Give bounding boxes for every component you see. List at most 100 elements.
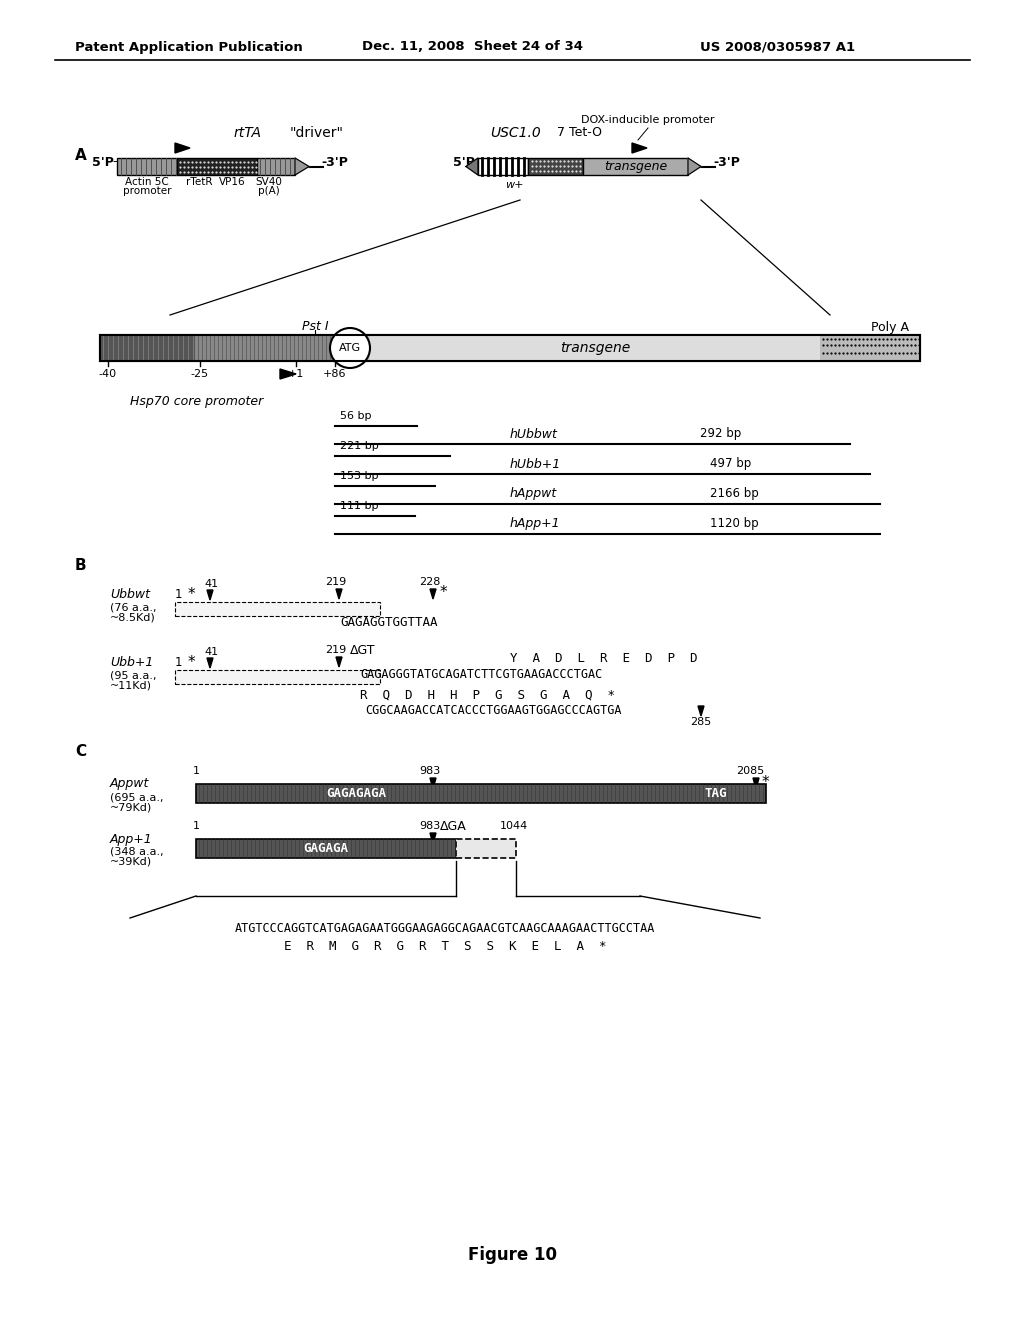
Polygon shape — [698, 706, 705, 715]
Polygon shape — [753, 777, 759, 789]
Text: Y  A  D  L  R  E  D  P  D: Y A D L R E D P D — [510, 652, 697, 665]
Text: ~11Kd): ~11Kd) — [110, 680, 152, 690]
Text: Figure 10: Figure 10 — [468, 1246, 556, 1265]
Text: ΔGA: ΔGA — [440, 820, 467, 833]
Polygon shape — [207, 657, 213, 668]
Text: C: C — [75, 744, 86, 759]
Polygon shape — [632, 143, 647, 153]
Text: US 2008/0305987 A1: US 2008/0305987 A1 — [700, 41, 855, 54]
Polygon shape — [336, 657, 342, 667]
Text: ~39Kd): ~39Kd) — [110, 857, 153, 867]
Polygon shape — [466, 158, 478, 176]
Bar — [195, 335, 340, 360]
Text: transgene: transgene — [604, 160, 667, 173]
Bar — [196, 784, 766, 803]
Bar — [117, 158, 177, 176]
Text: *: * — [188, 586, 196, 602]
Text: 2166 bp: 2166 bp — [710, 487, 759, 500]
Text: 41: 41 — [204, 579, 218, 589]
Text: hUbbwt: hUbbwt — [510, 428, 558, 441]
Bar — [175, 602, 380, 616]
Bar — [196, 840, 456, 858]
Polygon shape — [280, 370, 296, 379]
Text: GAGAGA: GAGAGA — [303, 842, 348, 855]
Bar — [177, 158, 257, 176]
Text: "driver": "driver" — [290, 125, 344, 140]
Bar — [100, 335, 920, 360]
Text: Pst I: Pst I — [302, 321, 329, 334]
Polygon shape — [175, 143, 190, 153]
Text: Actin 5C: Actin 5C — [125, 177, 169, 187]
Text: 219: 219 — [326, 577, 347, 587]
Text: ~79Kd): ~79Kd) — [110, 803, 153, 812]
Text: *: * — [440, 585, 447, 599]
Text: (76 a.a.,: (76 a.a., — [110, 602, 157, 612]
Text: 1: 1 — [175, 656, 182, 668]
Text: E  R  M  G  R  G  R  T  S  S  K  E  L  A  *: E R M G R G R T S S K E L A * — [284, 940, 606, 953]
Text: Poly A: Poly A — [871, 321, 909, 334]
Text: 111 bp: 111 bp — [340, 502, 379, 511]
Bar — [478, 158, 528, 176]
Text: hUbb+1: hUbb+1 — [510, 458, 561, 470]
Text: GAGAGGTGGTTAA: GAGAGGTGGTTAA — [340, 615, 437, 628]
Text: Dec. 11, 2008  Sheet 24 of 34: Dec. 11, 2008 Sheet 24 of 34 — [362, 41, 583, 54]
Text: Patent Application Publication: Patent Application Publication — [75, 41, 303, 54]
Bar — [100, 335, 920, 360]
Text: 228: 228 — [419, 577, 440, 587]
Text: *: * — [188, 655, 196, 669]
Text: 1: 1 — [175, 587, 182, 601]
Text: R  Q  D  H  H  P  G  S  G  A  Q  *: R Q D H H P G S G A Q * — [360, 689, 615, 701]
Text: rtTA: rtTA — [234, 125, 262, 140]
Bar — [583, 158, 688, 176]
Text: B: B — [75, 558, 87, 573]
Text: +1: +1 — [288, 370, 304, 379]
Text: 153 bp: 153 bp — [340, 471, 379, 480]
Text: 5'P: 5'P — [453, 156, 475, 169]
Text: (695 a.a.,: (695 a.a., — [110, 792, 164, 803]
Text: transgene: transgene — [560, 341, 630, 355]
Text: Appwt: Appwt — [110, 777, 150, 791]
Text: hAppwt: hAppwt — [510, 487, 557, 500]
Text: p(A): p(A) — [258, 186, 280, 195]
Text: ATG: ATG — [339, 343, 361, 352]
Text: -: - — [112, 156, 117, 169]
Text: 219: 219 — [326, 645, 347, 655]
Circle shape — [330, 327, 370, 368]
Text: -3'P: -3'P — [713, 156, 740, 169]
Bar — [820, 335, 920, 360]
Text: 292 bp: 292 bp — [700, 428, 741, 441]
Text: w+: w+ — [505, 180, 523, 190]
Text: 983: 983 — [420, 821, 440, 832]
Polygon shape — [688, 158, 701, 176]
Text: USC1.0: USC1.0 — [490, 125, 541, 140]
Text: 221 bp: 221 bp — [340, 441, 379, 451]
Text: ATGTCCCAGGTCATGAGAGAATGGGAAGAGGCAGAACGTCAAGCAAAGAACTTGCCTAA: ATGTCCCAGGTCATGAGAGAATGGGAAGAGGCAGAACGTC… — [234, 921, 655, 935]
Polygon shape — [336, 589, 342, 599]
Text: 2085: 2085 — [736, 766, 764, 776]
Text: -40: -40 — [99, 370, 117, 379]
Text: *: * — [762, 775, 770, 789]
Text: 1: 1 — [193, 821, 200, 832]
Text: +86: +86 — [324, 370, 347, 379]
Bar — [175, 671, 380, 684]
Text: DOX-inducible promoter: DOX-inducible promoter — [582, 115, 715, 125]
Polygon shape — [430, 833, 436, 843]
Text: (95 a.a.,: (95 a.a., — [110, 671, 157, 680]
Text: (348 a.a.,: (348 a.a., — [110, 847, 164, 857]
Text: Ubbwt: Ubbwt — [110, 587, 150, 601]
Text: A: A — [75, 148, 87, 162]
Text: 5'P: 5'P — [92, 156, 114, 169]
Text: 1120 bp: 1120 bp — [710, 517, 759, 531]
Text: Ubb+1: Ubb+1 — [110, 656, 154, 668]
Text: GAGAGAGA: GAGAGAGA — [326, 787, 386, 800]
Text: 7 Tet-O: 7 Tet-O — [557, 127, 602, 140]
Polygon shape — [430, 589, 436, 599]
Text: hApp+1: hApp+1 — [510, 517, 560, 531]
Bar — [528, 158, 583, 176]
Text: 1044: 1044 — [500, 821, 528, 832]
Text: 41: 41 — [204, 647, 218, 657]
Text: rTetR: rTetR — [185, 177, 212, 187]
Polygon shape — [207, 590, 213, 601]
Text: 56 bp: 56 bp — [340, 411, 372, 421]
Text: 285: 285 — [690, 717, 712, 727]
